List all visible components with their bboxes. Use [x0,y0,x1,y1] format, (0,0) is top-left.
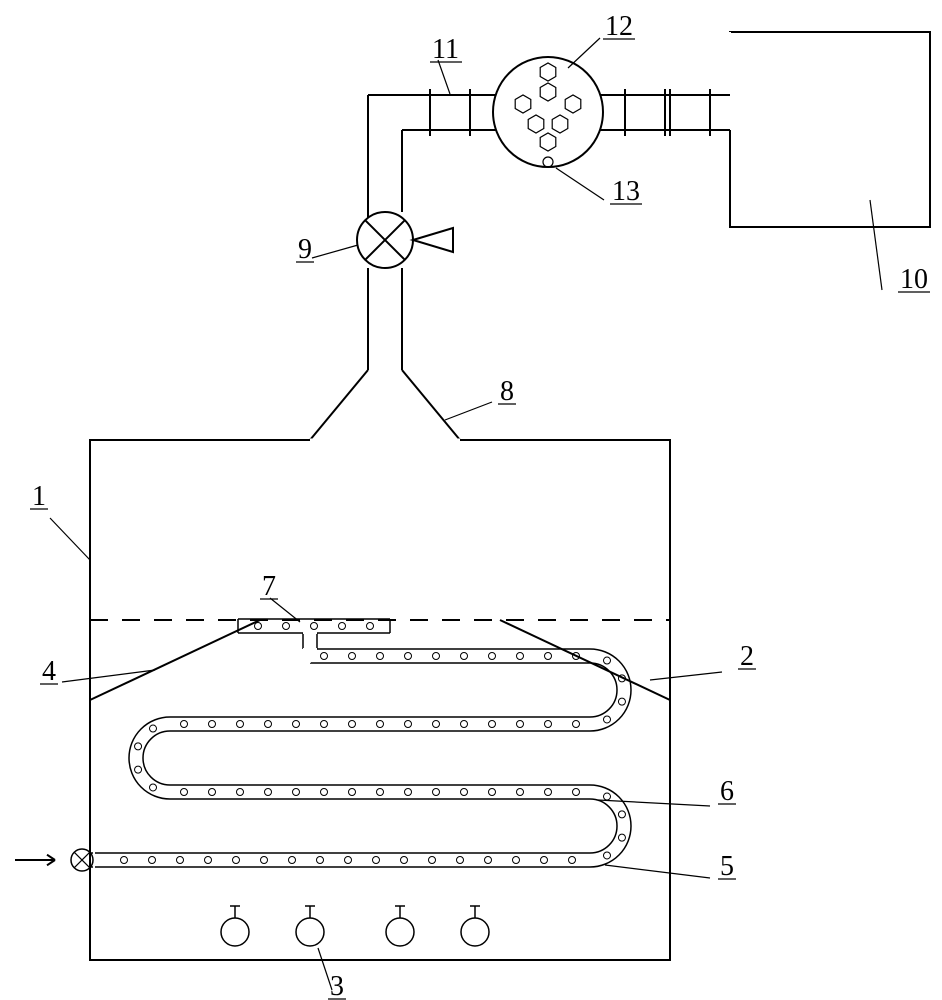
label-1: 1 [32,481,46,512]
label-4: 4 [42,656,56,687]
label-6: 6 [720,776,734,807]
stirrer [461,918,489,946]
tank [90,440,670,960]
stirrer [221,918,249,946]
leader-line [605,865,710,878]
leader-line [438,60,450,94]
diagram-svg: 12345678910111213 [0,0,942,1000]
filter-drain [543,157,553,167]
stirrer [386,918,414,946]
leader-line [870,200,882,290]
label-3: 3 [330,971,344,1000]
diagram-root: 12345678910111213 [0,0,942,1000]
label-9: 9 [298,234,312,265]
leader-line [50,518,90,560]
leader-line [650,672,722,680]
stirrer [296,918,324,946]
label-11: 11 [432,34,459,65]
baffle-right [500,620,670,700]
label-12: 12 [605,11,633,42]
label-8: 8 [500,376,514,407]
baffle-left [90,620,260,700]
label-2: 2 [740,641,754,672]
collection-box [730,32,930,227]
label-13: 13 [612,176,640,207]
leader-line [445,402,492,420]
leader-line [312,245,358,258]
label-7: 7 [262,571,276,602]
leader-line [598,800,710,806]
leader-line [556,168,604,200]
leader-line [568,38,600,68]
label-5: 5 [720,851,734,882]
label-10: 10 [900,264,928,295]
